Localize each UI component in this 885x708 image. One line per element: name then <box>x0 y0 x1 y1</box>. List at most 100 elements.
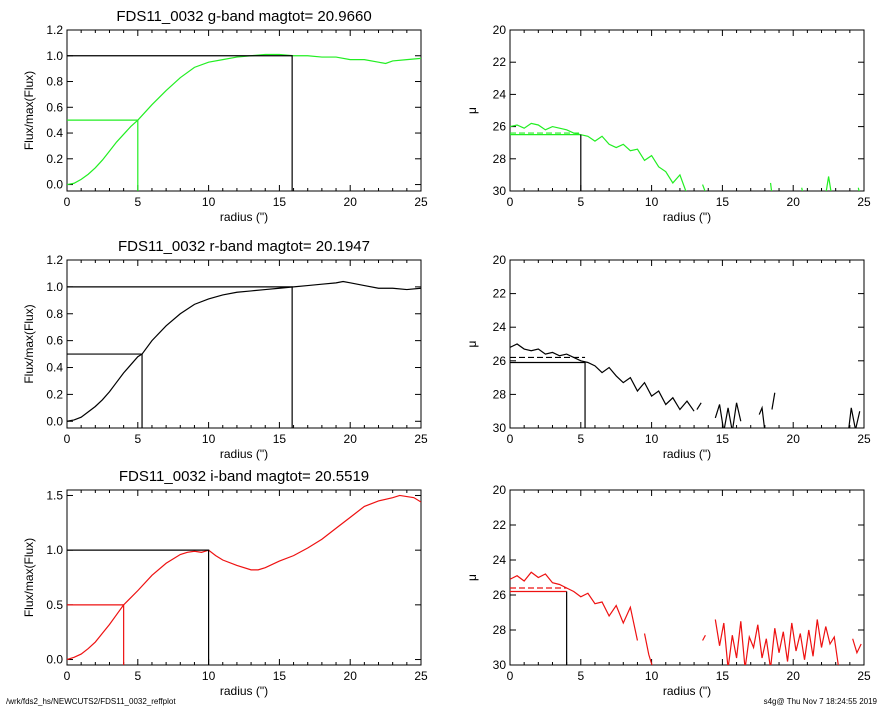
y-tick-label: 1.0 <box>46 49 63 63</box>
x-tick-label: 10 <box>202 669 216 683</box>
y-tick-label: 30 <box>493 421 507 435</box>
x-tick-label: 0 <box>64 669 71 683</box>
y-tick-label: 22 <box>493 518 507 532</box>
x-tick-label: 20 <box>344 669 358 683</box>
y-axis-label: Flux/max(Flux) <box>22 304 36 383</box>
surface-brightness-line <box>696 402 702 410</box>
x-tick-label: 5 <box>134 432 141 446</box>
y-axis-label: μ <box>465 340 479 347</box>
growth-curve-line <box>67 53 421 186</box>
x-tick-label: 15 <box>716 669 730 683</box>
x-tick-label: 15 <box>716 432 730 446</box>
panel-r-growth-curve: 0 5 10 15 20 25 0.0 0.2 0.4 0.6 0.8 1.0 1.2 radius ("… <box>22 238 428 461</box>
plot-frame <box>509 489 865 666</box>
panel-r-surface-brightness: 0 5 10 15 20 25 20 22 24 26 28 30 radius (") μ <box>465 253 871 461</box>
x-tick-label: 15 <box>716 195 730 209</box>
x-tick-label: 10 <box>645 669 659 683</box>
x-tick-label: 5 <box>134 195 141 209</box>
surface-brightness-line <box>857 187 860 191</box>
y-tick-label: 0.0 <box>46 653 63 667</box>
surface-brightness-line <box>801 187 804 191</box>
x-tick-label: 25 <box>414 195 428 209</box>
y-tick-label: 0.6 <box>46 100 63 114</box>
y-tick-label: 0.0 <box>46 178 63 192</box>
y-tick-label: 30 <box>493 184 507 198</box>
surface-brightness-line <box>702 634 706 641</box>
half-light-marker <box>67 119 139 191</box>
x-tick-label: 20 <box>787 195 801 209</box>
plot-frame <box>66 29 422 192</box>
y-tick-label: 22 <box>493 55 507 69</box>
y-tick-label: 30 <box>493 658 507 672</box>
x-tick-label: 0 <box>507 669 514 683</box>
y-tick-label: 28 <box>493 387 507 401</box>
growth-curve-line <box>67 280 421 422</box>
x-axis-label: radius (") <box>220 684 268 698</box>
y-tick-label: 20 <box>493 253 507 267</box>
x-axis-label: radius (") <box>663 684 711 698</box>
x-tick-label: 15 <box>273 195 287 209</box>
y-tick-label: 0.0 <box>46 414 63 428</box>
chart-title: FDS11_0032 i-band magtot= 20.5519 <box>119 468 369 485</box>
y-tick-label: 20 <box>493 23 507 37</box>
x-tick-label: 0 <box>507 432 514 446</box>
total-flux-marker <box>67 549 210 665</box>
surface-brightness-line <box>510 571 639 641</box>
surface-brightness-line <box>510 122 687 191</box>
x-tick-label: 15 <box>273 432 287 446</box>
y-axis-label: Flux/max(Flux) <box>22 71 36 150</box>
x-tick-label: 15 <box>273 669 287 683</box>
x-tick-label: 5 <box>577 432 584 446</box>
surface-brightness-line <box>714 402 742 428</box>
surface-brightness-line <box>769 182 773 191</box>
total-flux-marker <box>67 55 293 191</box>
y-tick-label: 26 <box>493 354 507 368</box>
y-tick-label: 0.8 <box>46 75 63 89</box>
x-tick-label: 25 <box>414 432 428 446</box>
y-axis-label: Flux/max(Flux) <box>22 538 36 617</box>
y-tick-label: 0.2 <box>46 387 63 401</box>
y-tick-label: 0.4 <box>46 361 63 375</box>
x-axis-label: radius (") <box>220 210 268 224</box>
footer-left: /wrk/fds2_hs/NEWCUTS2/FDS11_0032_reffplo… <box>6 697 176 706</box>
surface-brightness-line <box>852 638 862 655</box>
x-tick-label: 10 <box>202 195 216 209</box>
chart-title: FDS11_0032 r-band magtot= 20.1947 <box>118 238 370 255</box>
surface-brightness-line <box>848 407 861 428</box>
surface-brightness-line <box>758 405 766 428</box>
panel-g-growth-curve: 0 5 10 15 20 25 0.0 0.2 0.4 0.6 0.8 1.0 1.2 radius ("… <box>22 8 428 224</box>
surface-brightness-line <box>643 633 653 665</box>
surface-brightness-line <box>825 176 832 191</box>
y-tick-label: 24 <box>493 87 507 101</box>
x-tick-label: 20 <box>344 195 358 209</box>
y-tick-label: 24 <box>493 553 507 567</box>
panel-g-surface-brightness: 0 5 10 15 20 25 20 22 24 26 28 30 radius (") μ <box>465 23 871 224</box>
x-tick-label: 20 <box>787 432 801 446</box>
chart-title: FDS11_0032 g-band magtot= 20.9660 <box>116 8 371 25</box>
plot-frame <box>66 489 422 666</box>
plot-frame <box>509 259 865 429</box>
plot-frame <box>66 259 422 429</box>
y-tick-label: 24 <box>493 320 507 334</box>
x-tick-label: 25 <box>857 669 871 683</box>
y-tick-label: 1.0 <box>46 280 63 294</box>
x-tick-label: 5 <box>577 669 584 683</box>
x-axis-label: radius (") <box>220 447 268 461</box>
x-axis-label: radius (") <box>663 447 711 461</box>
plot-frame <box>509 29 865 192</box>
y-tick-label: 26 <box>493 588 507 602</box>
y-tick-label: 1.0 <box>46 543 63 557</box>
y-tick-label: 26 <box>493 120 507 134</box>
y-axis-label: μ <box>465 574 479 581</box>
surface-brightness-line <box>510 343 695 412</box>
y-axis-label: μ <box>465 107 479 114</box>
panel-i-surface-brightness: 0 5 10 15 20 25 20 22 24 26 28 30 radius (") μ <box>465 483 871 698</box>
x-tick-label: 5 <box>134 669 141 683</box>
total-flux-marker <box>67 286 293 428</box>
x-tick-label: 20 <box>787 669 801 683</box>
half-light-marker <box>67 604 125 665</box>
x-tick-label: 25 <box>414 669 428 683</box>
y-tick-label: 20 <box>493 483 507 497</box>
footer-right: s4g@ Thu Nov 7 18:24:55 2019 <box>763 697 877 706</box>
